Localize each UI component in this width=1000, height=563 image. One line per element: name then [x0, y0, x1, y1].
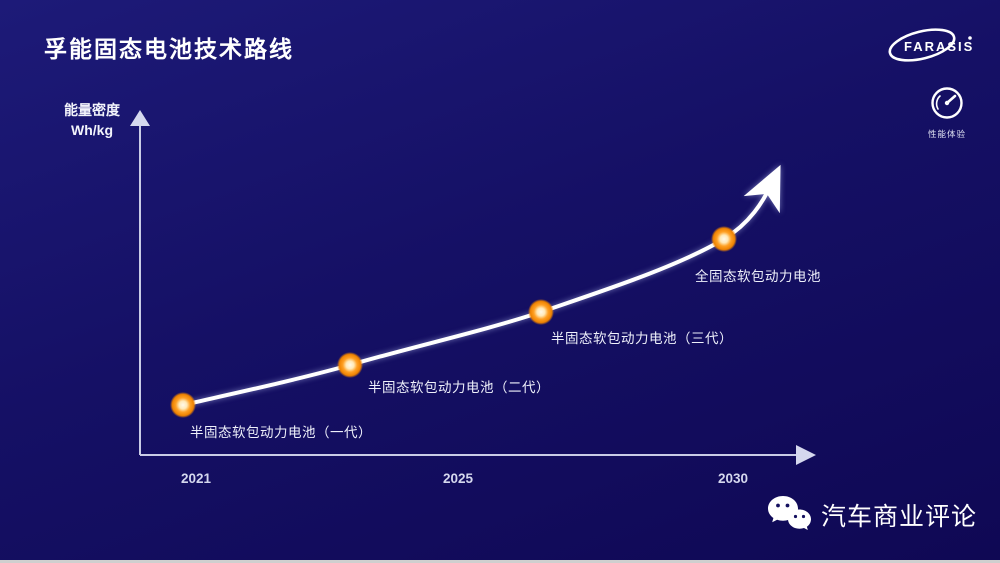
data-point-label: 半固态软包动力电池（三代）: [551, 331, 733, 346]
x-tick-label: 2025: [443, 471, 474, 486]
y-axis-label: 能量密度 Wh/kg: [48, 100, 136, 140]
y-axis-label-line1: 能量密度: [64, 102, 120, 118]
data-point-marker: [711, 226, 737, 252]
footer-brand-text: 汽车商业评论: [821, 503, 978, 531]
wechat-icon: [768, 496, 811, 530]
bottom-strip: [0, 560, 1000, 563]
y-axis-label-line2: Wh/kg: [71, 122, 113, 138]
data-point-marker: [337, 352, 363, 378]
x-tick-label: 2030: [718, 471, 748, 486]
gauge-icon: [931, 87, 963, 119]
farasis-logo-text: FARASIS: [904, 39, 974, 54]
performance-badge-label: 性能体验: [927, 129, 966, 139]
plot-dynamic-layer: 2021 2025 2030 半固态软包动力电池（一代） 半固态软包动力电池（二代） 半固…: [170, 226, 821, 486]
page-title: 孚能固态电池技术路线: [44, 36, 294, 62]
data-point-label: 半固态软包动力电池（二代）: [368, 380, 550, 395]
data-point-label: 全固态软包动力电池: [695, 268, 821, 284]
data-point-marker: [170, 392, 196, 418]
data-point-label: 半固态软包动力电池（一代）: [190, 425, 372, 440]
x-tick-label: 2021: [181, 471, 212, 486]
roadmap-curve: [181, 164, 781, 407]
performance-badge: 性能体验: [924, 86, 970, 140]
data-point-marker: [528, 299, 554, 325]
farasis-logo-icon: FARASIS: [888, 28, 974, 62]
footer-brand: 汽车商业评论: [766, 494, 977, 536]
